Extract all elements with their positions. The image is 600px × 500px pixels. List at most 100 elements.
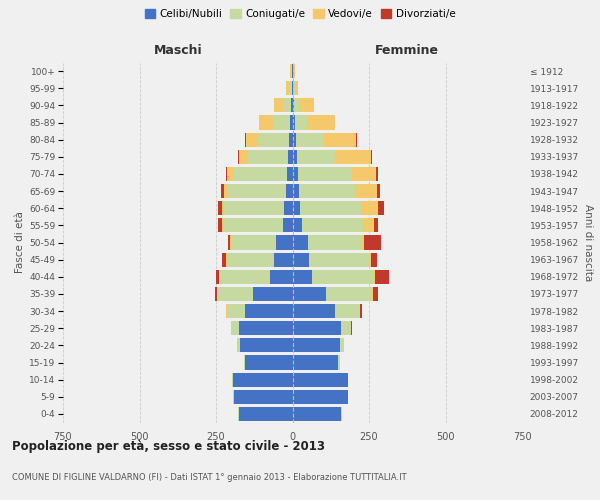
Bar	[221, 218, 223, 232]
Bar	[246, 132, 258, 146]
Bar	[288, 150, 293, 164]
Bar	[302, 218, 364, 232]
Bar	[293, 81, 295, 95]
Bar	[299, 184, 355, 198]
Bar	[286, 184, 293, 198]
Bar	[293, 287, 326, 301]
Text: Femmine: Femmine	[375, 44, 439, 58]
Bar	[310, 252, 369, 266]
Bar	[290, 116, 293, 130]
Bar	[364, 236, 381, 250]
Bar	[239, 321, 293, 335]
Bar	[296, 132, 324, 146]
Bar	[291, 98, 293, 112]
Bar	[335, 150, 371, 164]
Bar	[232, 372, 233, 386]
Bar	[293, 116, 295, 130]
Bar	[372, 287, 373, 301]
Bar	[361, 201, 378, 215]
Bar	[286, 81, 289, 95]
Bar	[293, 236, 308, 250]
Bar	[347, 390, 349, 404]
Bar	[324, 132, 356, 146]
Bar	[245, 356, 293, 370]
Bar	[219, 270, 269, 284]
Bar	[245, 304, 293, 318]
Bar	[218, 218, 221, 232]
Bar	[374, 218, 378, 232]
Bar	[227, 167, 233, 181]
Bar	[221, 184, 224, 198]
Bar	[258, 132, 289, 146]
Bar	[245, 132, 246, 146]
Bar	[239, 150, 248, 164]
Bar	[284, 201, 293, 215]
Bar	[215, 287, 217, 301]
Bar	[355, 184, 377, 198]
Text: COMUNE DI FIGLINE VALDARNO (FI) - Dati ISTAT 1° gennaio 2013 - Elaborazione TUTT: COMUNE DI FIGLINE VALDARNO (FI) - Dati I…	[12, 473, 407, 482]
Bar	[226, 167, 227, 181]
Bar	[235, 390, 293, 404]
Bar	[293, 98, 294, 112]
Bar	[361, 304, 362, 318]
Bar	[308, 236, 361, 250]
Bar	[283, 98, 291, 112]
Bar	[293, 270, 313, 284]
Bar	[293, 64, 294, 78]
Bar	[293, 167, 298, 181]
Bar	[224, 184, 227, 198]
Bar	[227, 304, 245, 318]
Bar	[290, 64, 291, 78]
Bar	[239, 407, 293, 421]
Bar	[326, 287, 372, 301]
Bar	[223, 218, 283, 232]
Bar	[364, 218, 374, 232]
Bar	[351, 321, 352, 335]
Bar	[295, 81, 298, 95]
Bar	[347, 372, 349, 386]
Bar	[293, 356, 338, 370]
Bar	[227, 252, 274, 266]
Bar	[371, 252, 377, 266]
Bar	[378, 201, 383, 215]
Bar	[275, 236, 293, 250]
Bar	[233, 390, 235, 404]
Bar	[226, 252, 227, 266]
Bar	[273, 116, 290, 130]
Bar	[222, 201, 224, 215]
Bar	[287, 167, 293, 181]
Bar	[361, 236, 364, 250]
Bar	[269, 270, 293, 284]
Bar	[227, 184, 286, 198]
Bar	[293, 252, 310, 266]
Bar	[241, 338, 293, 352]
Bar	[293, 390, 347, 404]
Bar	[289, 132, 293, 146]
Bar	[293, 218, 302, 232]
Bar	[238, 407, 239, 421]
Bar	[293, 304, 335, 318]
Bar	[274, 98, 283, 112]
Bar	[294, 98, 299, 112]
Bar	[373, 287, 378, 301]
Bar	[293, 407, 341, 421]
Bar	[341, 407, 343, 421]
Text: Maschi: Maschi	[154, 44, 202, 58]
Bar	[248, 150, 288, 164]
Bar	[292, 64, 293, 78]
Bar	[300, 201, 361, 215]
Bar	[293, 184, 299, 198]
Bar	[293, 338, 340, 352]
Bar	[377, 184, 380, 198]
Bar	[232, 236, 275, 250]
Bar	[295, 116, 307, 130]
Y-axis label: Fasce di età: Fasce di età	[15, 212, 25, 274]
Y-axis label: Anni di nascita: Anni di nascita	[583, 204, 593, 281]
Bar	[289, 81, 292, 95]
Bar	[230, 236, 232, 250]
Bar	[376, 167, 379, 181]
Bar	[293, 201, 300, 215]
Bar	[224, 201, 284, 215]
Text: Popolazione per età, sesso e stato civile - 2013: Popolazione per età, sesso e stato civil…	[12, 440, 325, 453]
Bar	[293, 150, 297, 164]
